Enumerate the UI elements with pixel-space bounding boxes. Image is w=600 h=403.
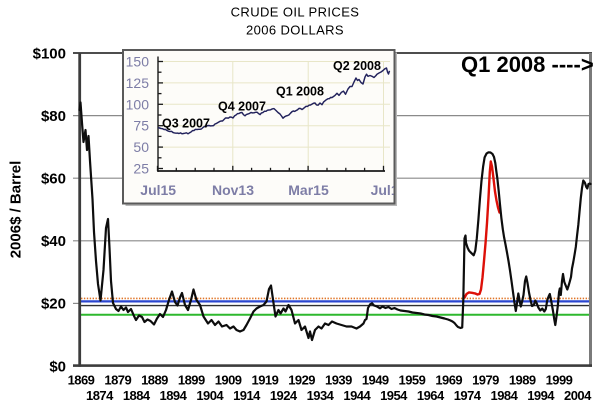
- svg-text:125: 125: [126, 75, 150, 91]
- svg-text:1924: 1924: [270, 388, 298, 403]
- svg-text:1879: 1879: [104, 372, 131, 387]
- svg-text:1874: 1874: [86, 388, 114, 403]
- svg-text:Q3 2007: Q3 2007: [162, 116, 210, 130]
- svg-text:Mar15: Mar15: [288, 182, 329, 198]
- svg-text:100: 100: [126, 96, 150, 112]
- svg-text:1964: 1964: [417, 388, 445, 403]
- svg-text:1984: 1984: [491, 388, 519, 403]
- svg-text:1954: 1954: [380, 388, 408, 403]
- svg-text:$0: $0: [49, 358, 66, 375]
- svg-text:1884: 1884: [123, 388, 151, 403]
- svg-text:2004: 2004: [564, 388, 592, 403]
- svg-text:Q4 2007: Q4 2007: [218, 100, 266, 114]
- svg-text:1909: 1909: [215, 372, 242, 387]
- svg-text:$80: $80: [41, 108, 66, 125]
- svg-text:$40: $40: [41, 233, 66, 250]
- svg-text:1974: 1974: [454, 388, 482, 403]
- svg-text:1894: 1894: [160, 388, 188, 403]
- svg-text:1979: 1979: [472, 372, 499, 387]
- svg-text:1969: 1969: [435, 372, 462, 387]
- svg-text:Jul15: Jul15: [371, 182, 407, 198]
- svg-text:25: 25: [133, 161, 149, 177]
- svg-text:1939: 1939: [325, 372, 352, 387]
- svg-text:1899: 1899: [178, 372, 205, 387]
- svg-text:1929: 1929: [288, 372, 315, 387]
- svg-text:1919: 1919: [252, 372, 279, 387]
- svg-text:1989: 1989: [509, 372, 536, 387]
- svg-text:Jul15: Jul15: [140, 182, 176, 198]
- svg-text:Q1 2008 ---->: Q1 2008 ---->: [461, 52, 594, 77]
- svg-text:Q2 2008: Q2 2008: [333, 59, 381, 73]
- svg-text:$100: $100: [33, 45, 66, 62]
- svg-text:Q1 2008: Q1 2008: [276, 85, 324, 99]
- svg-text:1994: 1994: [527, 388, 555, 403]
- svg-text:1934: 1934: [307, 388, 335, 403]
- svg-text:1869: 1869: [68, 372, 95, 387]
- svg-text:$20: $20: [41, 296, 66, 313]
- svg-text:1949: 1949: [362, 372, 389, 387]
- svg-text:CRUDE OIL PRICES: CRUDE OIL PRICES: [231, 5, 360, 20]
- svg-text:75: 75: [133, 118, 149, 134]
- svg-text:1889: 1889: [141, 372, 168, 387]
- svg-text:2006 DOLLARS: 2006 DOLLARS: [246, 23, 344, 38]
- svg-text:Nov13: Nov13: [212, 182, 254, 198]
- svg-text:150: 150: [126, 54, 150, 70]
- svg-text:1959: 1959: [399, 372, 426, 387]
- svg-text:1914: 1914: [233, 388, 261, 403]
- svg-text:50: 50: [133, 139, 149, 155]
- svg-text:1944: 1944: [343, 388, 371, 403]
- svg-text:1904: 1904: [196, 388, 224, 403]
- svg-text:2006$ / Barrel: 2006$ / Barrel: [7, 161, 24, 259]
- svg-text:$60: $60: [41, 171, 66, 188]
- svg-text:1999: 1999: [546, 372, 573, 387]
